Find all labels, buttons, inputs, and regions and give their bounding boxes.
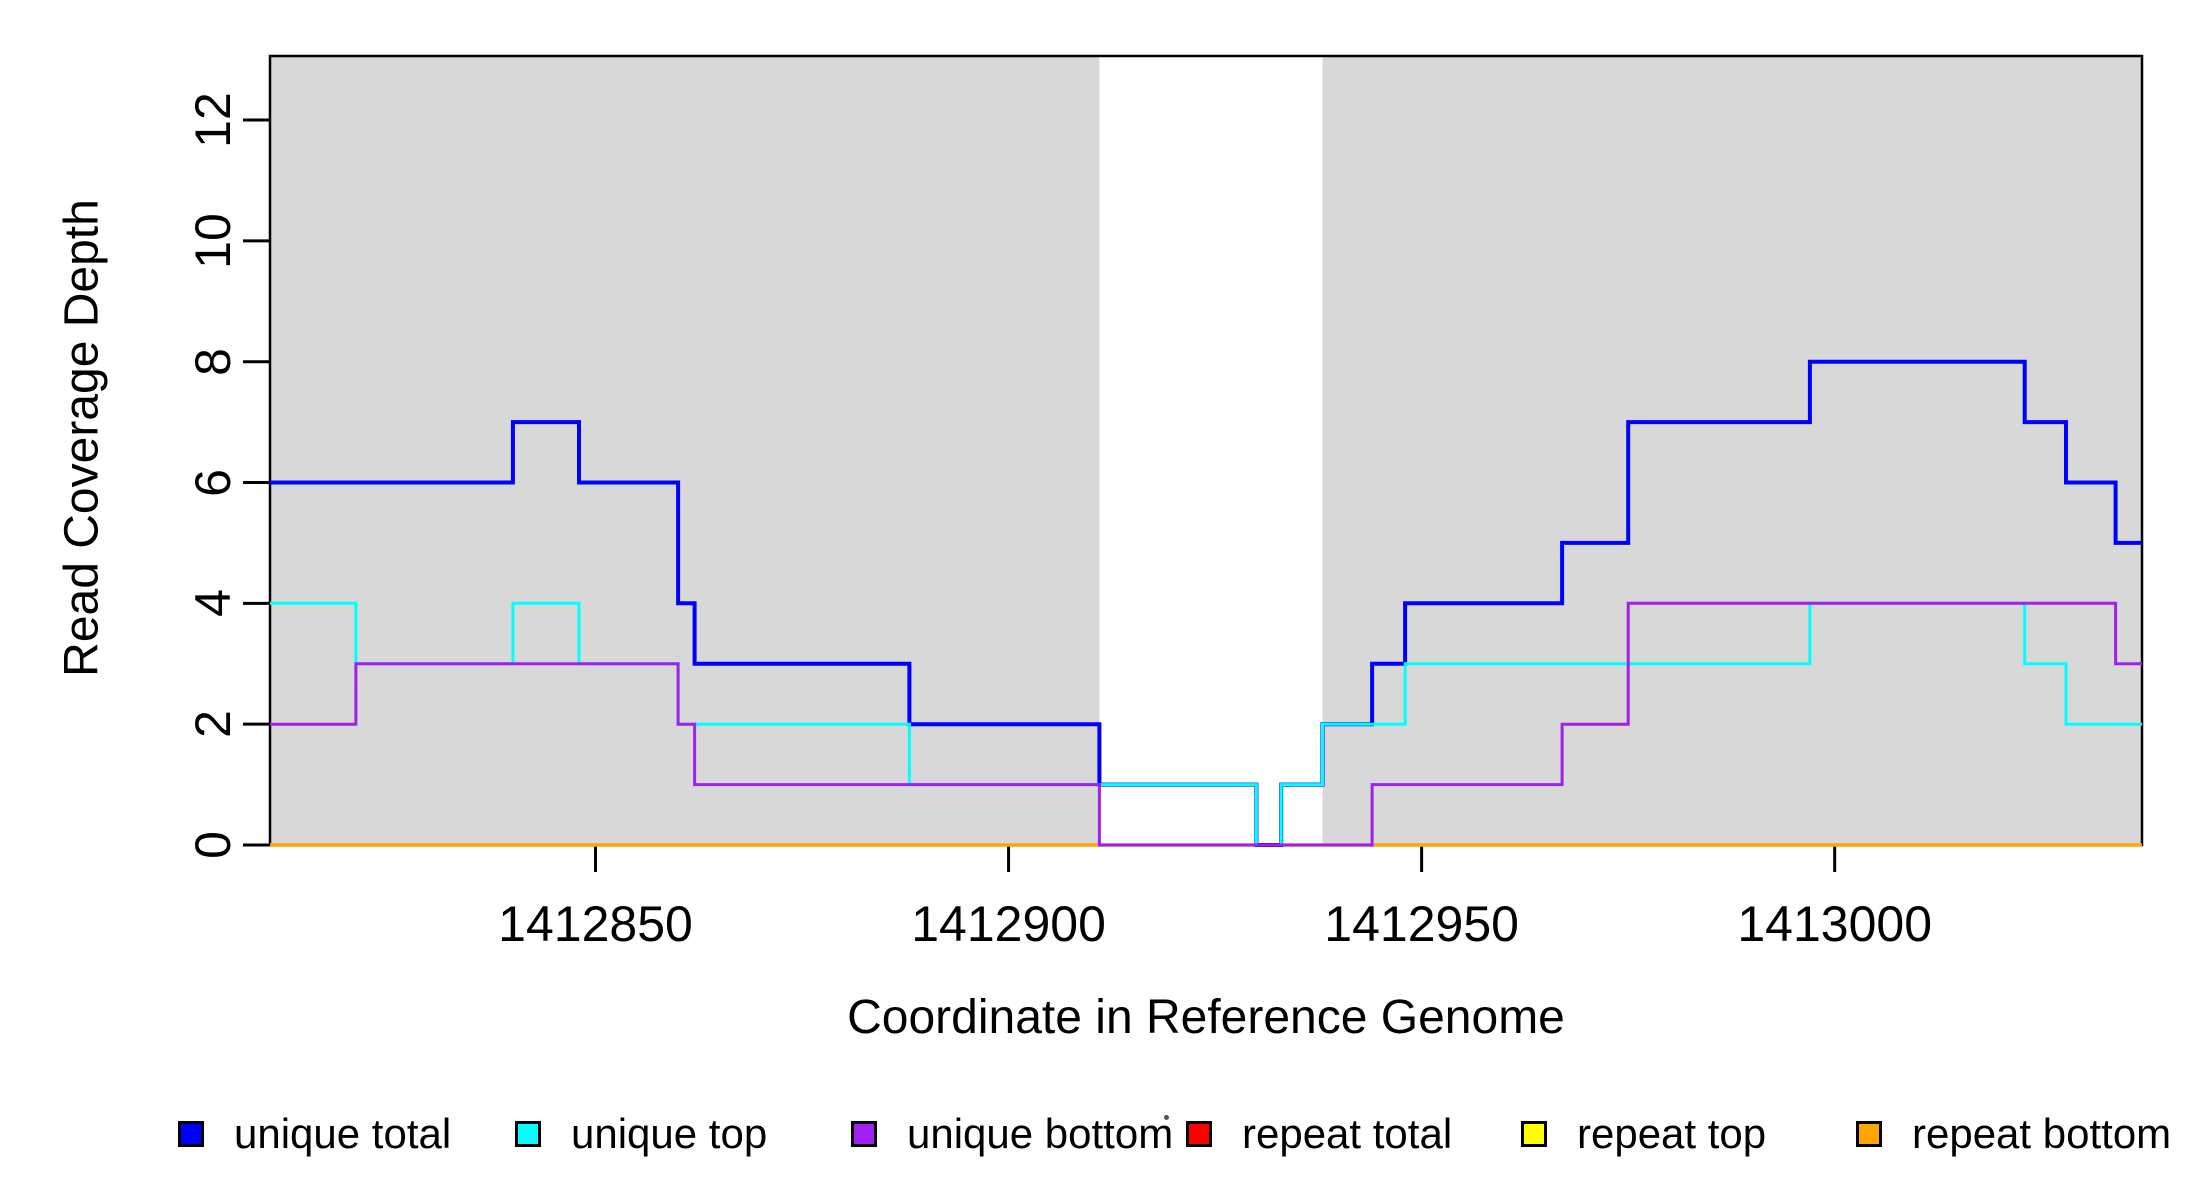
legend-item-repeat-top: repeat top (1521, 1110, 1767, 1157)
legend-item-repeat-bottom: repeat bottom (1856, 1110, 2172, 1157)
legend-item-unique-total: unique total (178, 1110, 452, 1157)
x-tick-label: 1412850 (498, 896, 693, 952)
legend-label: unique total (234, 1110, 452, 1157)
legend-swatch (178, 1121, 204, 1147)
series-line-unique-bottom (270, 601, 2142, 847)
y-tick-label: 4 (185, 589, 241, 618)
legend-item-repeat-total: repeat total (1186, 1110, 1453, 1157)
stray-dot-artifact (1164, 1115, 1169, 1120)
legend-swatch (851, 1121, 877, 1147)
y-tick-label: 8 (185, 347, 241, 376)
x-tick-label: 1412900 (911, 896, 1106, 952)
legend-swatch (1186, 1121, 1212, 1147)
y-tick-label: 6 (185, 468, 241, 497)
y-tick-label: 10 (185, 213, 241, 269)
y-axis-title: Read Coverage Depth (55, 199, 109, 677)
shaded-region (270, 56, 1100, 845)
legend-label: repeat bottom (1912, 1110, 2172, 1157)
legend-label: repeat total (1242, 1110, 1453, 1157)
x-axis-title: Coordinate in Reference Genome (847, 991, 1565, 1044)
shaded-region (1322, 56, 2142, 845)
legend-swatch (515, 1121, 541, 1147)
x-tick-label: 1413000 (1737, 896, 1932, 952)
x-tick-label: 1412950 (1324, 896, 1519, 952)
y-tick-label: 12 (185, 92, 241, 148)
legend-item-unique-top: unique top (515, 1110, 768, 1157)
legend-swatch (1521, 1121, 1547, 1147)
legend-label: unique bottom (907, 1110, 1174, 1157)
y-tick-label: 2 (185, 710, 241, 739)
legend-label: unique top (571, 1110, 768, 1157)
legend-item-unique-bottom: unique bottom (851, 1110, 1174, 1157)
y-tick-label: 0 (185, 831, 241, 859)
legend-label: repeat top (1577, 1110, 1767, 1157)
legend-swatch (1856, 1121, 1882, 1147)
